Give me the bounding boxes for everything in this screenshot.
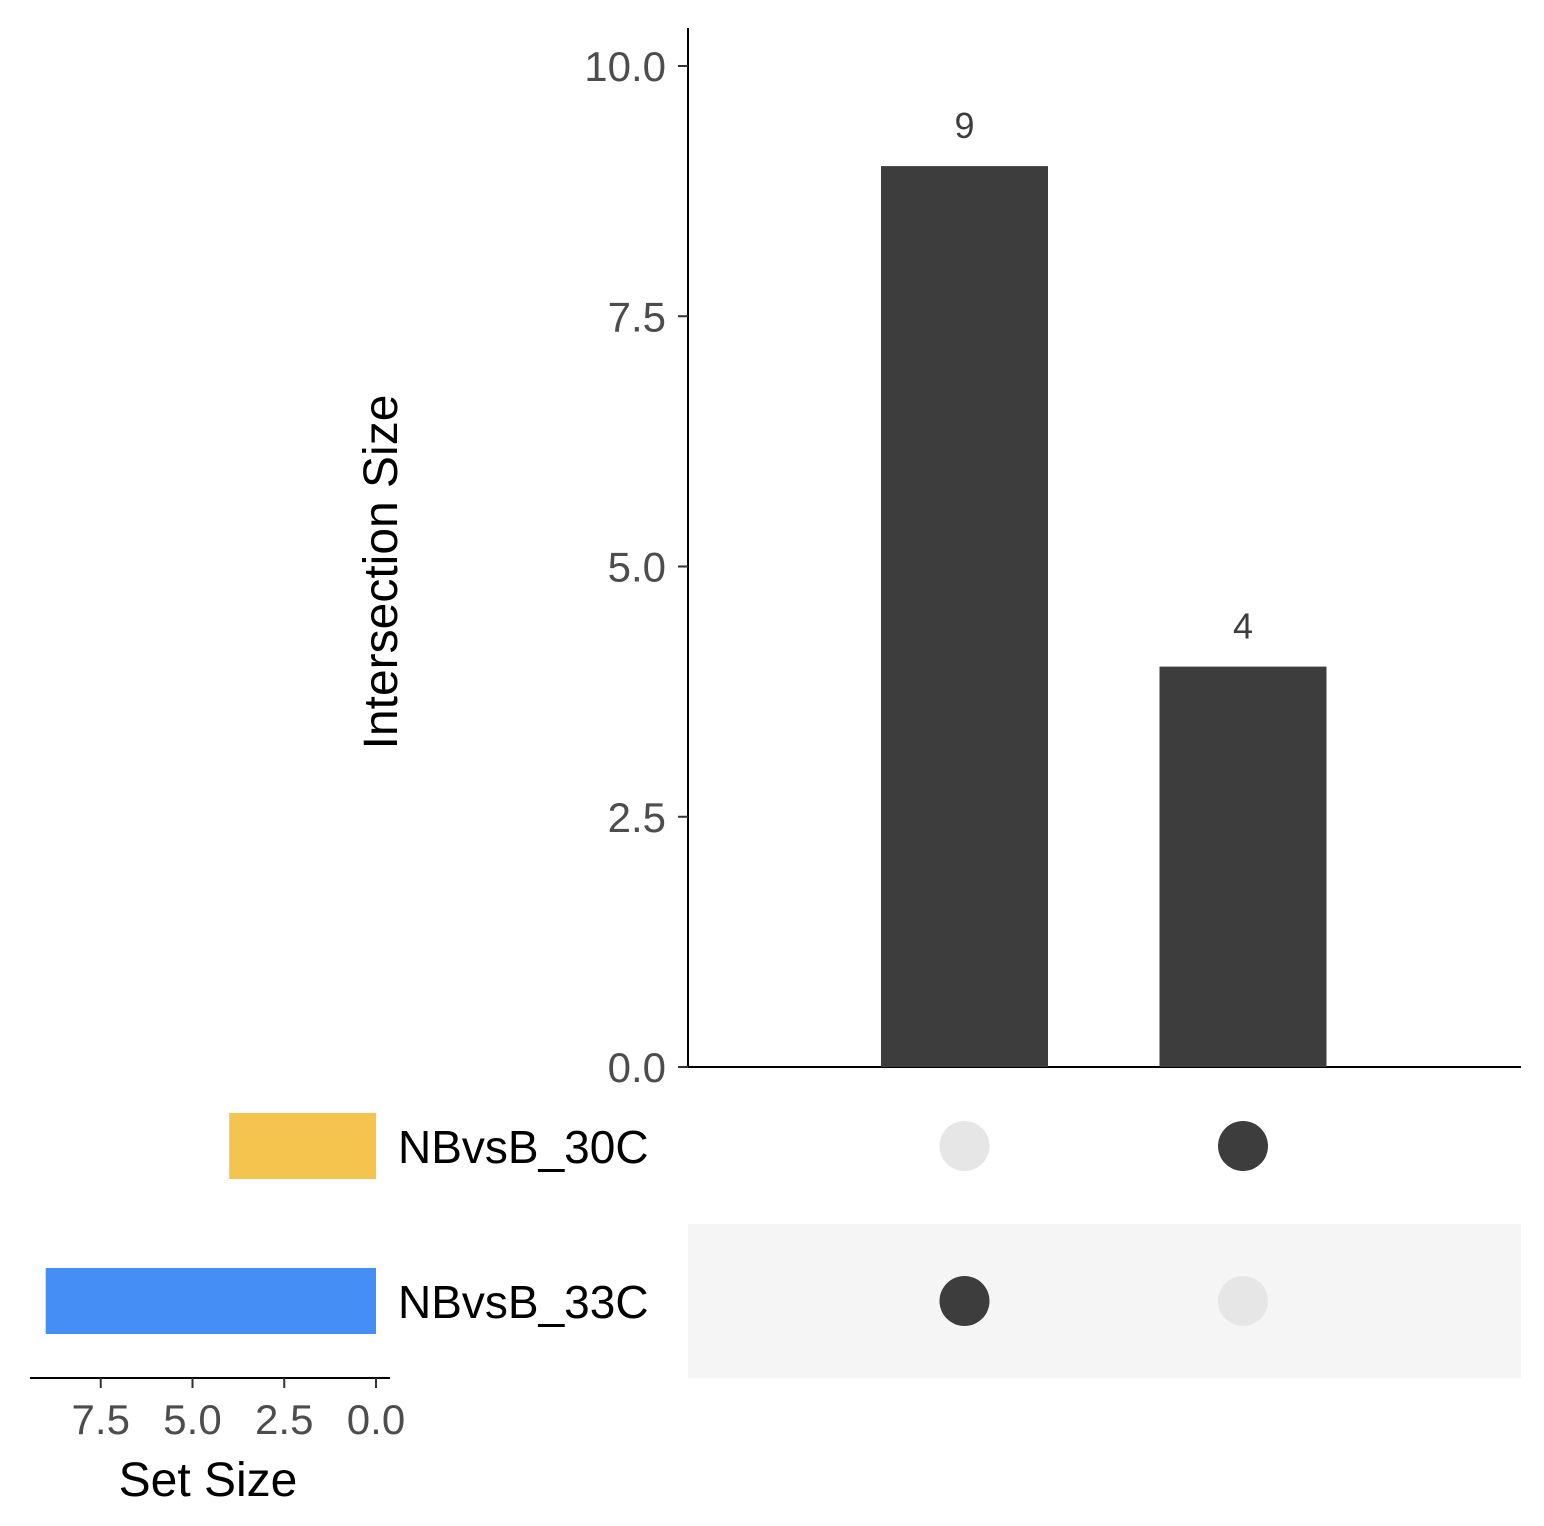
matrix-dot-inactive xyxy=(1218,1276,1268,1326)
set-size-tick-label: 5.0 xyxy=(163,1396,221,1443)
matrix-dot-inactive xyxy=(939,1121,990,1171)
intersection-bar xyxy=(1159,666,1327,1067)
y-axis-title: Intersection Size xyxy=(355,395,408,750)
y-tick-label: 0.0 xyxy=(608,1044,666,1091)
bar-value-label: 9 xyxy=(954,105,974,146)
y-tick-label: 2.5 xyxy=(608,794,666,841)
set-size-bar xyxy=(229,1113,376,1179)
matrix-dot-active xyxy=(1218,1121,1268,1171)
y-tick-label: 7.5 xyxy=(608,293,666,340)
set-size-tick-label: 2.5 xyxy=(255,1396,313,1443)
set-name-label: NBvsB_30C xyxy=(398,1121,649,1173)
matrix-dot-active xyxy=(939,1276,990,1326)
bar-value-label: 4 xyxy=(1233,606,1253,647)
set-size-axis-title: Set Size xyxy=(119,1454,298,1507)
set-size-tick-label: 0.0 xyxy=(347,1396,405,1443)
set-name-label: NBvsB_33C xyxy=(398,1276,649,1328)
intersection-bar xyxy=(881,166,1048,1068)
y-tick-label: 10.0 xyxy=(584,43,666,90)
set-size-bar xyxy=(45,1268,376,1334)
y-tick-label: 5.0 xyxy=(608,544,666,591)
set-size-tick-label: 7.5 xyxy=(72,1396,130,1443)
matrix-row-stripe xyxy=(688,1224,1521,1378)
